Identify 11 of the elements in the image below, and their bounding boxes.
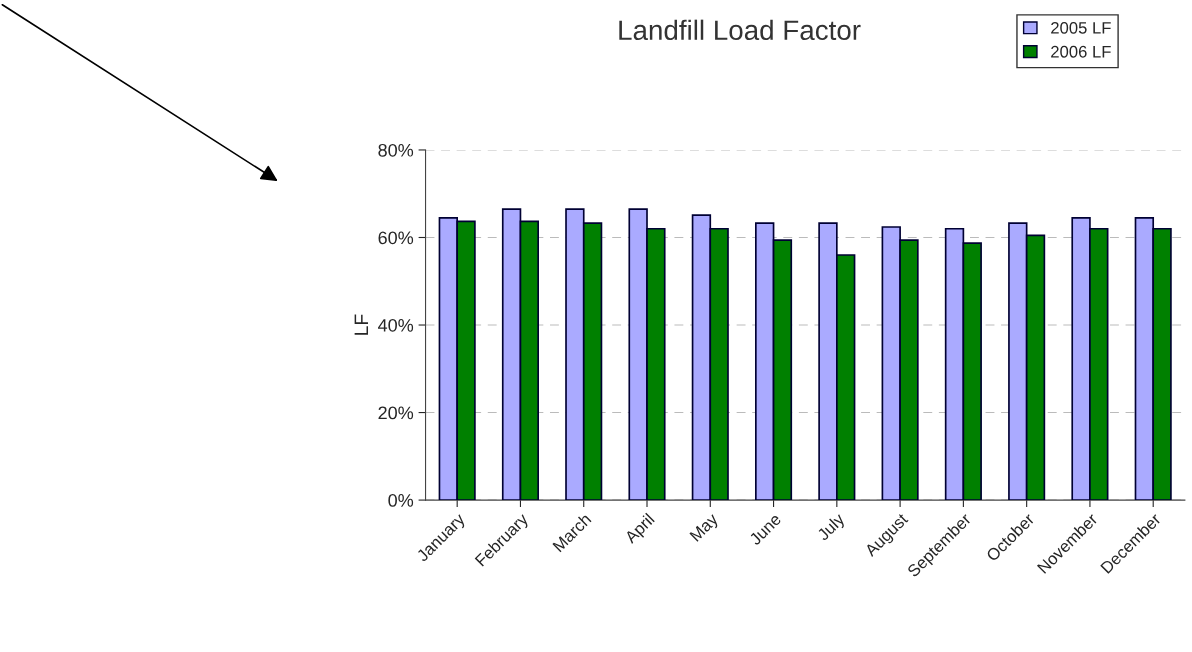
y-tick-label: 0% [388, 494, 414, 507]
y-axis-title: LF [354, 314, 369, 335]
y-tick-label: 60% [378, 231, 414, 245]
chart-title: Landfill Load Factor [619, 19, 861, 41]
x-tick-label: July [816, 511, 848, 544]
y-tick-label: 40% [378, 318, 414, 332]
legend-label: 2006 LF [1051, 45, 1111, 58]
legend-label: 2005 LF [1051, 21, 1111, 34]
y-tick-label: 20% [378, 406, 414, 420]
y-tick-label: 80% [378, 143, 414, 157]
x-tick-label: May [689, 512, 722, 545]
